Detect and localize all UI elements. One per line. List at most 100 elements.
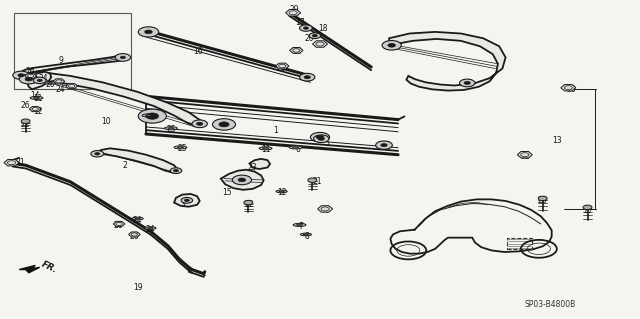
Ellipse shape <box>168 128 174 129</box>
Circle shape <box>19 74 38 84</box>
Circle shape <box>13 71 29 79</box>
Text: 29: 29 <box>289 5 300 14</box>
Ellipse shape <box>276 190 287 193</box>
Circle shape <box>310 132 330 142</box>
Polygon shape <box>285 10 301 16</box>
Circle shape <box>219 122 229 127</box>
Ellipse shape <box>293 223 306 226</box>
Text: 19: 19 <box>132 283 143 292</box>
Text: 11: 11 <box>261 145 270 154</box>
Circle shape <box>309 33 321 39</box>
Text: 1: 1 <box>273 126 278 135</box>
Ellipse shape <box>174 146 187 149</box>
Text: 24: 24 <box>38 74 49 83</box>
Ellipse shape <box>279 191 284 192</box>
Polygon shape <box>312 41 328 47</box>
Circle shape <box>388 43 396 47</box>
Text: 12: 12 <box>34 107 43 116</box>
Circle shape <box>181 197 193 203</box>
Text: 21: 21 <box>312 177 321 186</box>
Circle shape <box>308 178 317 182</box>
Circle shape <box>91 151 104 157</box>
Text: 11: 11 <box>34 94 43 103</box>
Text: 18: 18 <box>319 24 328 33</box>
Text: 27: 27 <box>584 206 594 215</box>
Circle shape <box>146 113 159 119</box>
Polygon shape <box>113 221 125 226</box>
Circle shape <box>318 137 324 140</box>
Circle shape <box>312 34 317 37</box>
Circle shape <box>21 119 30 123</box>
Polygon shape <box>26 73 202 126</box>
Circle shape <box>18 74 24 77</box>
Ellipse shape <box>148 227 153 229</box>
Text: 2: 2 <box>122 161 127 170</box>
Ellipse shape <box>164 127 177 130</box>
Text: 30: 30 <box>566 85 576 94</box>
Text: 6: 6 <box>295 145 300 154</box>
Text: 4: 4 <box>324 206 329 215</box>
Polygon shape <box>66 84 77 89</box>
Circle shape <box>583 205 592 210</box>
Circle shape <box>238 178 246 182</box>
Polygon shape <box>250 159 270 169</box>
Polygon shape <box>4 160 19 166</box>
Polygon shape <box>19 265 40 273</box>
Circle shape <box>184 199 189 202</box>
Text: 12: 12 <box>277 189 286 197</box>
Polygon shape <box>276 63 289 69</box>
Polygon shape <box>53 79 65 84</box>
Circle shape <box>212 119 236 130</box>
Ellipse shape <box>177 147 184 148</box>
Circle shape <box>145 30 152 34</box>
Text: 14: 14 <box>30 91 40 100</box>
Ellipse shape <box>292 147 299 148</box>
Polygon shape <box>221 170 264 190</box>
Circle shape <box>314 135 329 143</box>
Text: 9: 9 <box>58 56 63 65</box>
Ellipse shape <box>132 217 143 220</box>
Circle shape <box>196 122 203 125</box>
Text: 20: 20 <box>304 34 314 43</box>
Polygon shape <box>25 73 36 78</box>
Text: 13: 13 <box>552 136 562 145</box>
Circle shape <box>303 27 308 29</box>
Ellipse shape <box>47 82 52 84</box>
Text: FR.: FR. <box>40 260 58 275</box>
Polygon shape <box>561 85 576 91</box>
Circle shape <box>300 25 312 31</box>
Circle shape <box>170 168 182 174</box>
Text: SP03-B4800B: SP03-B4800B <box>525 300 576 309</box>
Ellipse shape <box>303 234 308 235</box>
Text: 24: 24 <box>145 225 156 234</box>
Circle shape <box>95 152 100 155</box>
Text: 22: 22 <box>245 200 254 209</box>
Text: 16: 16 <box>193 47 204 56</box>
Polygon shape <box>95 148 178 173</box>
Polygon shape <box>18 55 126 77</box>
Text: 25: 25 <box>145 112 156 121</box>
Ellipse shape <box>259 147 272 150</box>
Ellipse shape <box>145 115 152 116</box>
Text: 7: 7 <box>298 222 303 231</box>
Polygon shape <box>27 72 51 89</box>
Ellipse shape <box>135 218 140 219</box>
Text: 17: 17 <box>294 18 305 27</box>
Text: 28: 28 <box>538 197 547 205</box>
Ellipse shape <box>296 224 303 226</box>
Text: 5: 5 <box>324 139 329 148</box>
Text: 26: 26 <box>26 67 36 76</box>
Ellipse shape <box>300 233 312 236</box>
Ellipse shape <box>44 82 56 84</box>
Ellipse shape <box>262 148 269 149</box>
Text: 26: 26 <box>45 80 55 89</box>
Text: 22: 22 <box>21 120 30 129</box>
Text: 15: 15 <box>222 189 232 197</box>
Text: 24: 24 <box>132 216 143 225</box>
Text: 25: 25 <box>177 144 188 153</box>
Circle shape <box>232 175 252 185</box>
Text: 32: 32 <box>520 152 530 161</box>
Ellipse shape <box>142 114 155 117</box>
Polygon shape <box>29 107 41 112</box>
Text: 8: 8 <box>305 232 310 241</box>
